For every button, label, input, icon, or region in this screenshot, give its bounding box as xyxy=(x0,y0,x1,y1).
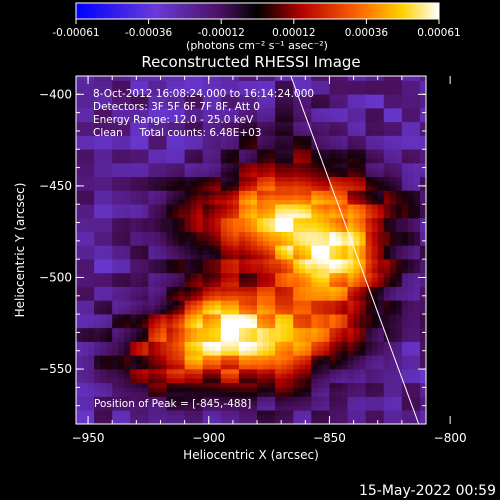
solar-limb-line xyxy=(290,76,420,424)
info-time-range: 8-Oct-2012 16:08:24.000 to 16:14:24.000 xyxy=(93,88,314,100)
heatmap-image xyxy=(76,76,426,424)
colorbar-tick-label: 0.00061 xyxy=(417,27,460,39)
y-tick-label: −500 xyxy=(39,270,72,284)
colorbar-tick-label: -0.00036 xyxy=(125,27,173,39)
plot-frame xyxy=(75,75,427,425)
colorbar-tick-label: -0.00061 xyxy=(52,27,99,39)
colorbar-units: (photons cm⁻² s⁻¹ asec⁻²) xyxy=(186,39,328,52)
info-counts: Clean Total counts: 6.48E+03 xyxy=(93,127,262,139)
y-axis-label: Heliocentric Y (arcsec) xyxy=(13,183,27,318)
x-tick-label: −850 xyxy=(313,431,346,445)
colorbar-tick-label: 0.00012 xyxy=(272,27,315,39)
info-detectors: Detectors: 3F 5F 6F 7F 8F, Att 0 xyxy=(93,101,260,113)
plot-title: Reconstructed RHESSI Image xyxy=(141,53,360,71)
x-axis-label: Heliocentric X (arcsec) xyxy=(183,448,319,462)
y-tick-label: −450 xyxy=(39,179,72,193)
axes: −950 −900 −850 −800 −400 −450 −500 −550 xyxy=(39,75,467,445)
x-tick-label: −800 xyxy=(434,431,467,445)
x-tick-label: −900 xyxy=(192,431,225,445)
colorbar-ticks: -0.00061 -0.00036 -0.00012 0.00012 0.00036 0.… xyxy=(52,19,461,39)
colorbar-tick-label: 0.00036 xyxy=(345,27,389,39)
footer-timestamp: 15-May-2022 00:59 xyxy=(359,483,496,499)
x-tick-label: −950 xyxy=(72,431,105,445)
info-block: 8-Oct-2012 16:08:24.000 to 16:14:24.000 … xyxy=(93,88,314,139)
colorbar xyxy=(75,2,440,20)
info-energy-range: Energy Range: 12.0 - 25.0 keV xyxy=(93,114,254,126)
y-tick-label: −400 xyxy=(39,87,72,101)
y-tick-label: −550 xyxy=(39,362,72,376)
peak-position-label: Position of Peak = [-845,-488] xyxy=(94,398,251,410)
colorbar-tick-label: -0.00012 xyxy=(198,27,245,39)
